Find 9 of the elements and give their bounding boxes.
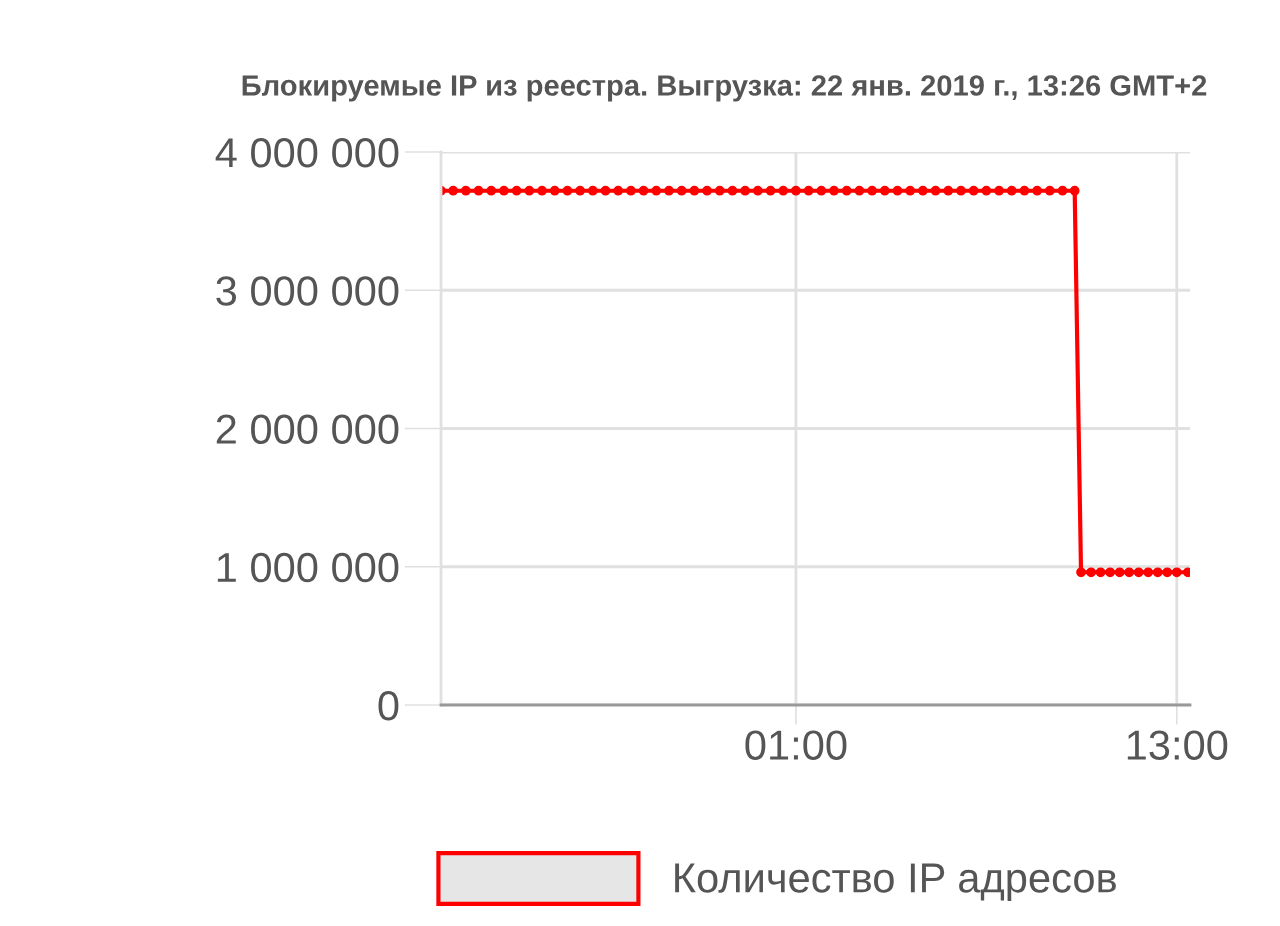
y-tick-label: 2 000 000	[216, 414, 399, 445]
y-tick-label: 4 000 000	[215, 138, 399, 168]
y-tick-label: 3 000 000	[216, 276, 399, 306]
x-tick-label: 13:00	[1127, 730, 1228, 760]
x-tick-label: 01:00	[745, 730, 847, 760]
y-tick-label: 0	[378, 691, 399, 721]
chart-title: Блокируемые IP из реестра. Выгрузка: 22 янв. 2019 г., 13:26 GMT+2	[242, 75, 1207, 102]
legend-label: Количество IP адресов	[675, 863, 1116, 901]
y-tick-label: 1 000 000	[217, 552, 399, 583]
